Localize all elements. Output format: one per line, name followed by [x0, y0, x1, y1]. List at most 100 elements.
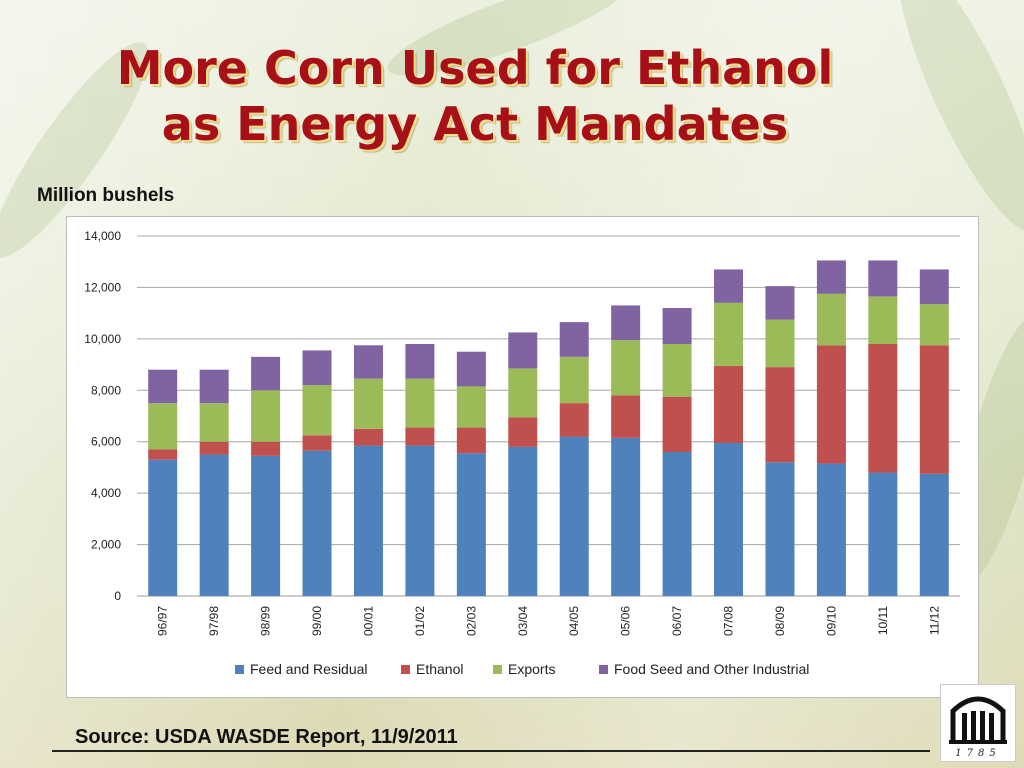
chart-panel: 0 2,000 4,000 6,000 8,000 10,000 12,000 14,000 9… — [66, 216, 979, 698]
y-tick-label: 12,000 — [84, 280, 121, 294]
unit-label: Million bushels — [37, 185, 175, 206]
bar-segment — [919, 304, 949, 346]
source-note: Source: USDA WASDE Report, 11/9/2011 — [75, 726, 458, 748]
legend-label: Exports — [508, 661, 555, 677]
bar-segment — [251, 441, 281, 456]
x-tick-label: 05/06 — [619, 606, 633, 636]
bar-segment — [508, 332, 538, 369]
bar-segment — [816, 260, 846, 294]
bar-segment — [816, 293, 846, 346]
x-tick-label: 97/98 — [207, 606, 221, 636]
legend-label: Food Seed and Other Industrial — [614, 661, 809, 677]
bar-segment — [353, 445, 383, 596]
y-tick-label: 4,000 — [91, 486, 121, 500]
source-divider — [52, 750, 930, 752]
bar-segment — [148, 369, 178, 404]
bar-segment — [353, 345, 383, 379]
x-tick-label: 01/02 — [413, 606, 427, 636]
bar-segment — [868, 260, 898, 297]
bar-segment — [919, 473, 949, 596]
bar-segment — [405, 344, 435, 379]
bar-segment — [765, 462, 795, 596]
x-tick-label: 98/99 — [259, 606, 273, 636]
y-tick-label: 8,000 — [91, 383, 121, 397]
bar-segment — [559, 356, 589, 404]
bar-segment — [508, 368, 538, 418]
x-tick-label: 09/10 — [824, 606, 838, 636]
bar-segment — [405, 427, 435, 446]
bar-segment — [816, 345, 846, 464]
bar-segment — [353, 378, 383, 429]
arch-icon — [949, 696, 1007, 744]
x-tick-label: 99/00 — [310, 606, 324, 636]
bar-segment — [251, 356, 281, 391]
bar-segment — [662, 452, 692, 596]
bar-segment — [816, 463, 846, 596]
bar-segment — [148, 459, 178, 596]
legend-label: Feed and Residual — [250, 661, 368, 677]
bar-segment — [559, 436, 589, 596]
legend-swatch — [235, 665, 244, 674]
x-tick-label: 10/11 — [876, 606, 890, 635]
legend-swatch — [401, 665, 410, 674]
bar-segment — [148, 403, 178, 450]
bar-segment — [405, 378, 435, 428]
x-tick-label: 96/97 — [156, 606, 170, 636]
bar-segment — [456, 427, 486, 454]
bar-segment — [508, 446, 538, 596]
title-line-2: as Energy Act Mandates — [161, 97, 789, 151]
bar-segment — [919, 269, 949, 305]
bar-segment — [714, 365, 744, 443]
y-tick-label: 14,000 — [84, 229, 121, 243]
bar-segment — [662, 308, 692, 344]
bar-segment — [353, 428, 383, 446]
bar-segment — [765, 319, 795, 368]
bar-segment — [302, 350, 332, 386]
x-tick-label: 06/07 — [670, 606, 684, 636]
legend-swatch — [599, 665, 608, 674]
bar-segment — [559, 322, 589, 357]
bar-segment — [765, 367, 795, 463]
bar-segment — [405, 445, 435, 596]
bar-segment — [662, 344, 692, 397]
x-tick-label: 03/04 — [516, 606, 530, 636]
bar-segment — [456, 351, 486, 387]
bar-segment — [868, 472, 898, 596]
x-tick-label: 08/09 — [773, 606, 787, 636]
bar-segment — [199, 454, 229, 596]
bar-segment — [251, 455, 281, 596]
bar-segment — [868, 296, 898, 344]
bar-segment — [919, 345, 949, 474]
slide-title: More Corn Used for Ethanol as Energy Act… — [0, 40, 950, 152]
bar-segment — [714, 443, 744, 596]
legend-label: Ethanol — [416, 661, 463, 677]
y-tick-label: 0 — [114, 589, 121, 603]
stacked-bar-chart: 0 2,000 4,000 6,000 8,000 10,000 12,000 14,000 9… — [84, 229, 960, 677]
x-tick-label: 02/03 — [464, 606, 478, 636]
bar-segment — [611, 437, 641, 596]
bar-segment — [456, 453, 486, 596]
bar-segment — [456, 386, 486, 428]
bar-segment — [302, 385, 332, 436]
bar-segment — [714, 302, 744, 366]
bar-segment — [559, 403, 589, 437]
x-tick-label: 07/08 — [722, 606, 736, 636]
bar-segment — [611, 395, 641, 438]
legend-swatch — [493, 665, 502, 674]
bar-segment — [765, 286, 795, 320]
bar-segment — [302, 450, 332, 596]
university-logo: 1785 — [940, 684, 1016, 762]
y-tick-label: 6,000 — [91, 435, 121, 449]
bar-segment — [611, 305, 641, 341]
bar-segment — [508, 417, 538, 447]
bar-segment — [868, 344, 898, 473]
title-line-1: More Corn Used for Ethanol — [116, 41, 834, 95]
bar-segment — [302, 435, 332, 451]
x-tick-label: 00/01 — [361, 606, 375, 636]
bar-segment — [662, 396, 692, 452]
bar-segment — [148, 449, 178, 460]
bar-segment — [199, 403, 229, 442]
x-tick-label: 04/05 — [567, 606, 581, 636]
y-tick-label: 2,000 — [91, 538, 121, 552]
bar-segment — [199, 369, 229, 404]
